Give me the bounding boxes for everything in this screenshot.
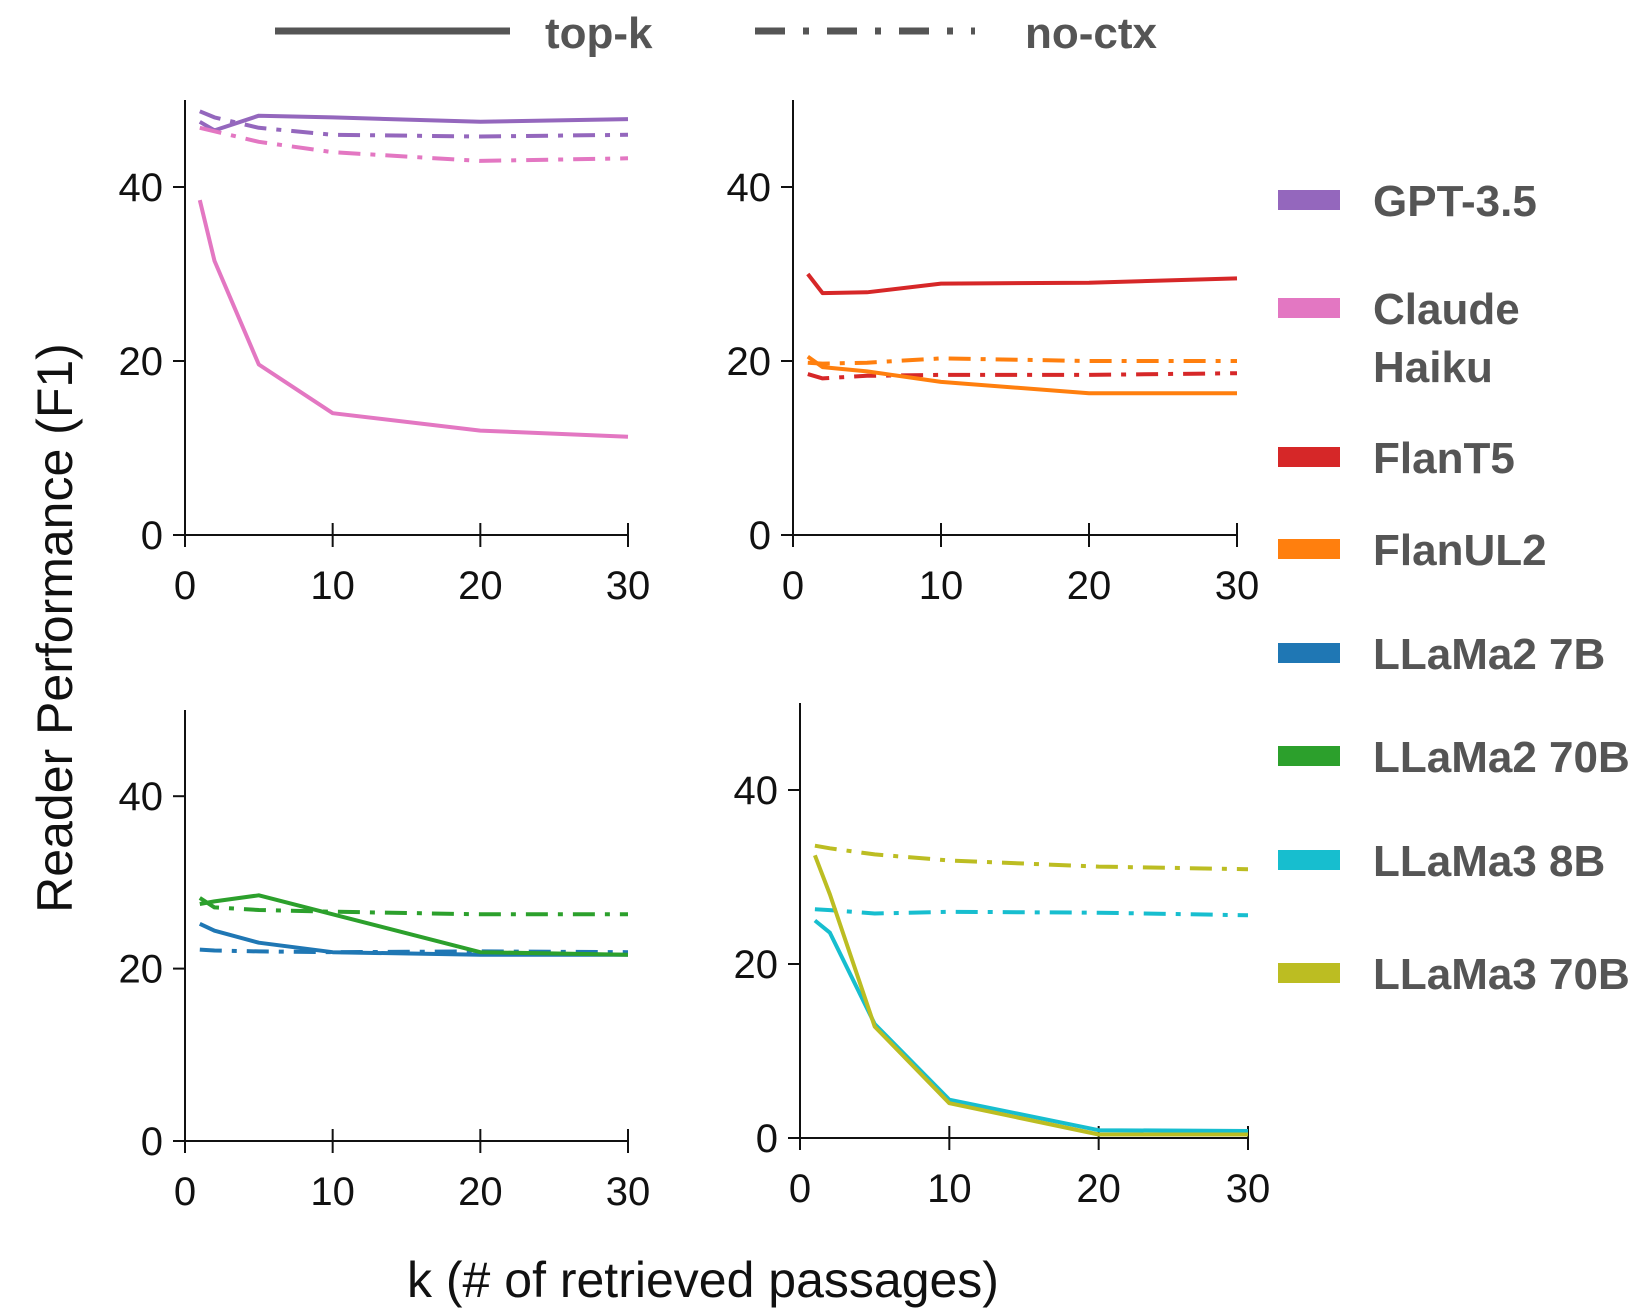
legend-swatch (1278, 539, 1340, 559)
y-tick-label: 40 (119, 166, 164, 210)
legend-label: GPT-3.5 (1373, 177, 1537, 226)
y-tick-label: 0 (756, 1117, 778, 1161)
x-tick-label: 0 (174, 1170, 196, 1214)
legend-label: LLaMa3 70B (1373, 950, 1630, 999)
y-tick-label: 0 (141, 1120, 163, 1164)
legend-swatch (1278, 643, 1340, 663)
series-line-gpt-3-5-no-ctx (199, 109, 629, 139)
legend-label: LLaMa3 8B (1373, 837, 1605, 886)
model-legend: GPT-3.5 Claude Haiku FlanT5 FlanUL2 LLaMa2 7B… (1278, 177, 1630, 999)
x-tick-label: 10 (927, 1167, 972, 1211)
series-line-claude-haiku-no-ctx (199, 125, 629, 163)
y-tick-label: 20 (119, 948, 164, 992)
y-tick-label: 40 (119, 775, 164, 819)
series-line-llama3-8b-no-ctx (814, 907, 1249, 918)
x-tick-label: 0 (782, 564, 804, 608)
y-tick-label: 20 (119, 340, 164, 384)
series-line-claude-haiku-top-k (197, 199, 629, 439)
series-line-llama2-70b-no-ctx (198, 896, 628, 917)
y-tick-label: 40 (727, 166, 772, 210)
x-tick-label: 20 (458, 564, 503, 608)
legend-label: FlanT5 (1373, 434, 1515, 483)
series-line-llama3-70b-top-k (813, 854, 1248, 1137)
x-tick-label: 20 (1076, 1167, 1121, 1211)
legend-swatch (1278, 963, 1340, 983)
x-tick-label: 20 (458, 1170, 503, 1214)
legend-label: LLaMa2 70B (1373, 733, 1630, 782)
x-axis-title: k (# of retrieved passages) (407, 1252, 999, 1308)
legend-swatch (1278, 190, 1340, 210)
panel-4: 0 20 40 0 10 20 30 (734, 703, 1271, 1211)
legend-label: Haiku (1373, 343, 1493, 392)
legend-swatch (1278, 298, 1340, 318)
series-line-llama3-8b-top-k (813, 918, 1249, 1133)
y-axis-title: Reader Performance (F1) (27, 343, 83, 913)
x-tick-label: 20 (1067, 564, 1112, 608)
panel-2: 0 20 40 0 10 20 30 (727, 100, 1260, 608)
series-line-llama2-70b-top-k (199, 893, 629, 957)
legend-swatch (1278, 850, 1340, 870)
y-tick-label: 0 (141, 514, 163, 558)
y-tick-label: 0 (749, 514, 771, 558)
x-tick-label: 30 (606, 1170, 651, 1214)
legend-label: FlanUL2 (1373, 526, 1547, 575)
x-tick-label: 10 (919, 564, 964, 608)
x-tick-label: 30 (1226, 1167, 1271, 1211)
legend-swatch (1278, 447, 1340, 467)
style-legend-topk-label: top-k (545, 9, 653, 58)
panel-3: 0 20 40 0 10 20 30 (119, 710, 651, 1214)
legend-label: LLaMa2 7B (1373, 630, 1605, 679)
y-tick-label: 20 (734, 943, 779, 987)
x-tick-label: 0 (789, 1167, 811, 1211)
style-legend: top-k no-ctx (275, 9, 1158, 58)
panel-1: 0 20 40 0 10 20 30 (119, 100, 651, 608)
series-line-llama2-7b-no-ctx (199, 947, 629, 955)
legend-label: Claude (1373, 285, 1520, 334)
series-line-flant5-top-k (806, 272, 1238, 296)
x-tick-label: 10 (310, 564, 355, 608)
x-tick-label: 0 (174, 564, 196, 608)
panels: 0 20 40 0 10 20 30 0 20 40 0 10 20 30 0 20 40 0 10 20 30 0 20 4… (119, 100, 1271, 1214)
y-tick-label: 20 (727, 340, 772, 384)
x-tick-label: 30 (1215, 564, 1260, 608)
series-line-llama2-7b-top-k (198, 921, 628, 957)
y-tick-label: 40 (734, 769, 779, 813)
legend-swatch (1278, 746, 1340, 766)
style-legend-noctx-label: no-ctx (1025, 9, 1158, 58)
x-tick-label: 10 (310, 1170, 355, 1214)
x-tick-label: 30 (606, 564, 651, 608)
series-line-llama3-70b-no-ctx (814, 843, 1249, 872)
series-line-flanul2-no-ctx (807, 356, 1237, 366)
